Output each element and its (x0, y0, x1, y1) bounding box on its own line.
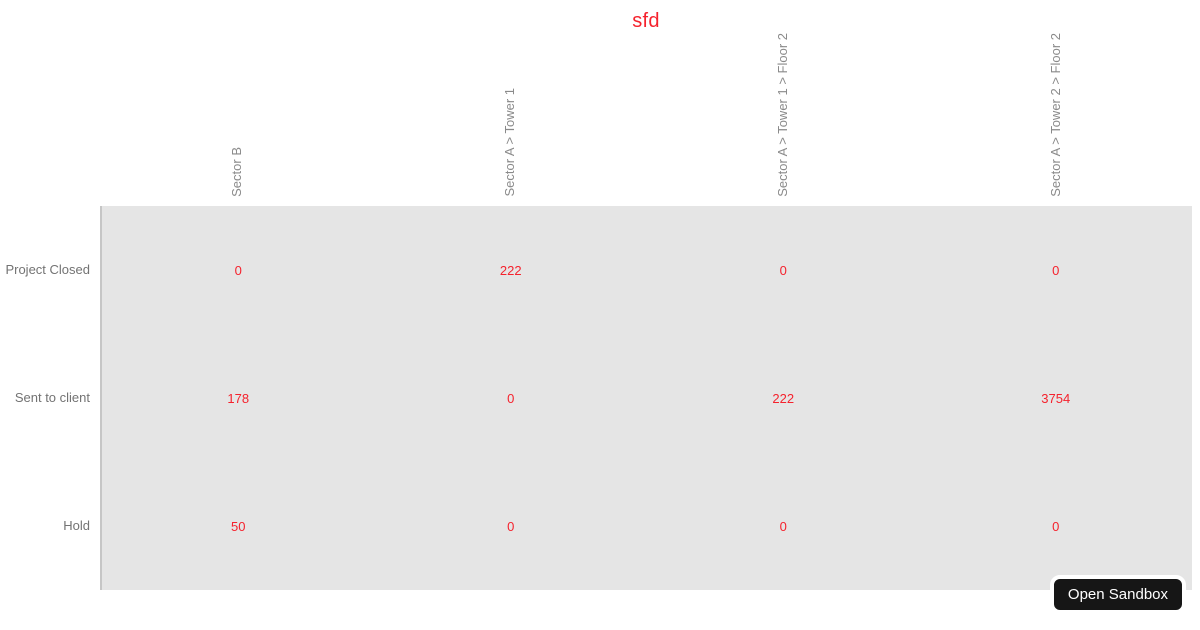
heatmap-cell-value: 222 (772, 390, 795, 406)
chart-title: sfd (632, 10, 660, 32)
column-label: Sector A > Tower 2 > Floor 2 (1047, 33, 1063, 197)
column-label: Sector B (228, 147, 244, 197)
row-label: Project Closed (5, 262, 90, 277)
heatmap-cell-value: 0 (779, 262, 787, 278)
heatmap-cell-value: 0 (507, 518, 515, 534)
plot-area: 0 222 0 0 178 0 222 3754 50 0 0 0 (100, 206, 1192, 590)
heatmap-cell-value: 3754 (1041, 390, 1071, 406)
heatmap-cell-value: 50 (231, 518, 246, 534)
heatmap-cell-value: 0 (234, 262, 242, 278)
heatmap-cell-value: 222 (499, 262, 522, 278)
heatmap-cell-value: 0 (1052, 262, 1060, 278)
column-label: Sector A > Tower 1 (501, 88, 517, 197)
heatmap-cell-value: 0 (779, 518, 787, 534)
row-label: Sent to client (14, 390, 90, 405)
heatmap-cell-value: 0 (507, 390, 515, 406)
open-sandbox-button[interactable]: Open Sandbox (1049, 575, 1186, 614)
heatmap-cell-value: 178 (227, 390, 250, 406)
heatmap-cell-value: 0 (1052, 518, 1060, 534)
column-label: Sector A > Tower 1 > Floor 2 (774, 33, 790, 197)
row-label: Hold (63, 518, 90, 533)
